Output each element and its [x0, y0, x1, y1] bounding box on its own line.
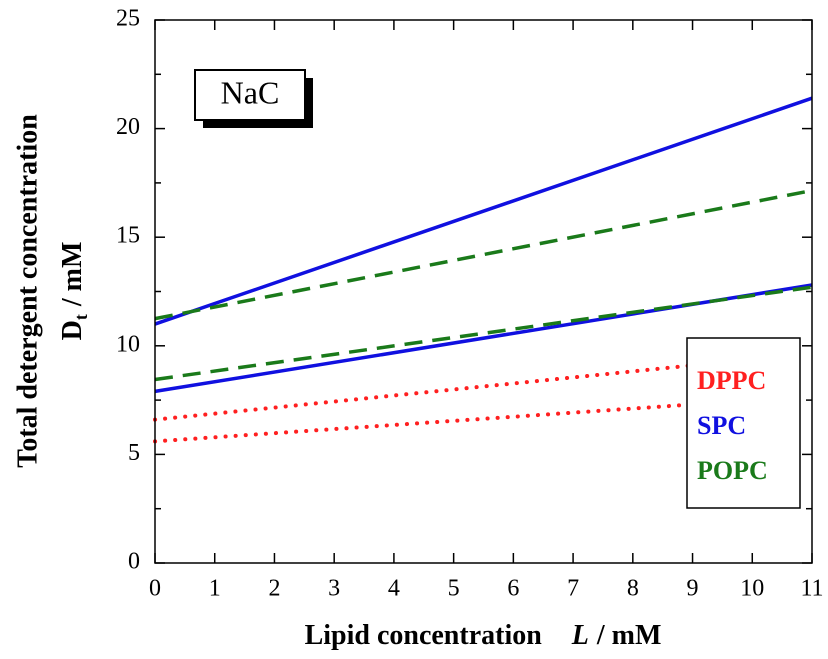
data-line — [153, 363, 695, 422]
y-label-sub: t — [71, 314, 91, 320]
y-tick-label: 0 — [128, 549, 140, 575]
legend-entry: POPC — [697, 456, 768, 485]
x-label-var: L — [571, 620, 589, 651]
data-line — [154, 283, 813, 394]
y-label-2: Dt / mM — [57, 242, 91, 341]
x-tick-label: 10 — [740, 576, 764, 602]
x-tick-label: 6 — [507, 576, 519, 602]
y-tick-label: 5 — [128, 440, 140, 466]
y-tick-label: 20 — [116, 114, 140, 140]
x-label-text: Lipid concentration — [305, 620, 543, 651]
x-tick-label: 7 — [567, 576, 579, 602]
x-tick-label: 4 — [388, 576, 400, 602]
x-tick-label: 5 — [448, 576, 460, 602]
y-tick-label: 15 — [116, 223, 140, 249]
legend-box — [686, 337, 801, 509]
x-label: Lipid concentration L / mM — [305, 620, 662, 651]
data-line — [153, 402, 695, 444]
x-tick-label: 0 — [149, 576, 161, 602]
x-tick-label: 9 — [687, 576, 699, 602]
x-tick-label: 2 — [268, 576, 280, 602]
annotation: NaC — [221, 74, 280, 110]
data-line — [154, 96, 813, 326]
y-label: Total detergent concentration — [12, 114, 43, 468]
annotation-box — [194, 69, 306, 121]
legend-entry: DPPC — [697, 366, 766, 395]
y-tick-label: 10 — [116, 331, 140, 357]
x-label-unit: / mM — [596, 620, 662, 651]
x-tick-label: 3 — [328, 576, 340, 602]
y-tick-label: 25 — [116, 6, 140, 32]
y-label-unit: / mM — [57, 242, 88, 308]
legend-entry: SPC — [697, 411, 746, 440]
x-tick-label: 1 — [209, 576, 221, 602]
y-label-var: D — [57, 320, 88, 340]
x-tick-label: 11 — [800, 576, 823, 602]
x-tick-label: 8 — [627, 576, 639, 602]
